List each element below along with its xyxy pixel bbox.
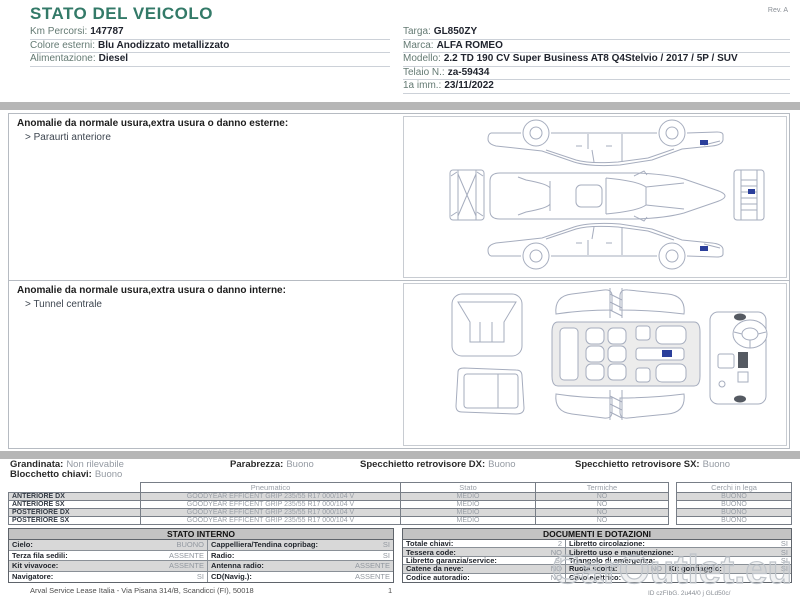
exterior-diagram-cell (401, 114, 789, 280)
stato-interno-title: STATO INTERNO (9, 529, 393, 540)
exterior-section: Anomalie da normale usura,extra usura o … (9, 114, 789, 281)
info-row-modello: Modello: 2.2 TD 190 CV Super Business AT8… (403, 53, 790, 67)
damage-marker-center-tunnel (662, 350, 672, 357)
tires-section: Pneumatico Stato Termiche ANTERIORE DX G… (8, 482, 792, 526)
caroutlet-watermark: CarOutlet.eu (551, 547, 793, 592)
info-row-targa: Targa: GL850ZY (403, 26, 790, 40)
table-row: Cielo: BUONO Cappelliera/Tendina copribag… (9, 540, 393, 551)
cabin-floorplan (551, 288, 701, 420)
tire-col-termiche: Termiche (535, 482, 669, 493)
table-row: Totale chiavi: 2 Libretto circolazione: SI (403, 540, 791, 549)
info-row-km: Km Percorsi: 147787 (30, 26, 390, 40)
page-title: STATO DEL VEICOLO (30, 4, 213, 23)
condition-summary: Grandinata: Non rilevabile Parabrezza: Buo… (10, 459, 790, 481)
condition-specchietto-dx: Specchietto retrovisore DX: Buono (360, 459, 516, 470)
tire-row: ANTERIORE SX GOODYEAR EFFICENT GRIP 235/… (8, 500, 669, 509)
revision-label: Rev. A (767, 7, 788, 14)
rear-hatch-view (455, 367, 525, 415)
table-row: Libretto garanzia/service: SI Triangolo d… (403, 556, 791, 566)
condition-grandinata: Grandinata: Non rilevabile (10, 459, 124, 470)
table-row: Terza fila sedili: ASSENTE Radio: SI (9, 550, 393, 561)
condition-blocchetto-chiavi: Blocchetto chiavi: Buono (10, 469, 123, 480)
condition-parabrezza: Parabrezza: Buono (230, 459, 314, 470)
interior-anomaly-item: > Tunnel centrale (25, 299, 102, 310)
documenti-dotazioni-table: DOCUMENTI E DOTAZIONI Totale chiavi: 2 Li… (402, 528, 792, 583)
document-id: ID czFIbG. 2u44/0 j GLd50c/ (648, 590, 731, 597)
exterior-car-diagram (449, 119, 765, 270)
interior-diagram-cell (401, 281, 789, 448)
stato-interno-table: STATO INTERNO Cielo: BUONO Cappelliera/Te… (8, 528, 394, 583)
anomalies-box: Anomalie da normale usura,extra usura o … (8, 113, 790, 449)
table-row: Codice autoradio: NO Cavo elettrico: (403, 573, 791, 582)
divider-band-bottom (0, 451, 800, 459)
condition-specchietto-sx: Specchietto retrovisore SX: Buono (575, 459, 731, 470)
vehicle-info-right: Targa: GL850ZY Marca: ALFA ROMEO Modello: 2… (403, 26, 790, 94)
tire-row: ANTERIORE DX GOODYEAR EFFICENT GRIP 235/… (8, 492, 669, 501)
table-row: Tessera code: NO Libretto uso e manutenzi… (403, 548, 791, 557)
car-plan-view (489, 170, 726, 222)
tire-row: POSTERIORE SX GOODYEAR EFFICENT GRIP 235… (8, 516, 669, 525)
car-side-view-top (487, 119, 724, 167)
table-row: Navigatore: SI CD(Navig.): ASSENTE (9, 571, 393, 582)
interior-section: Anomalie da normale usura,extra usura o … (9, 281, 789, 448)
footer-page-number: 1 (388, 586, 393, 595)
car-front-view (733, 169, 765, 221)
car-side-view-bottom (487, 222, 724, 270)
table-row: Kit vivavoce: ASSENTE Antenna radio: ASSEN… (9, 561, 393, 572)
table-row: Catene da neve: NO Ruota scorta: NO Kit go… (403, 565, 791, 574)
dashboard-view (709, 311, 768, 405)
info-row-telaio: Telaio N.: za-59434 (403, 67, 790, 80)
trunk-view (451, 293, 523, 357)
exterior-heading: Anomalie da normale usura,extra usura o … (17, 118, 289, 129)
info-row-alimentazione: Alimentazione: Diesel (30, 53, 390, 67)
footer-address: Arval Service Lease Italia - Via Pisana … (30, 586, 254, 595)
info-row-marca: Marca: ALFA ROMEO (403, 40, 790, 53)
info-row-immatricolazione: 1a imm.: 23/11/2022 (403, 80, 790, 94)
interior-heading: Anomalie da normale usura,extra usura o … (17, 285, 286, 296)
exterior-diagram-box (403, 116, 787, 278)
tire-col-cerchi: Cerchi in lega (676, 482, 792, 493)
documenti-title: DOCUMENTI E DOTAZIONI (403, 529, 791, 540)
interior-anomalies-text: Anomalie da normale usura,extra usura o … (9, 281, 401, 448)
car-rear-view (449, 169, 485, 221)
tire-row: POSTERIORE DX GOODYEAR EFFICENT GRIP 235… (8, 508, 669, 517)
tire-header-row: Pneumatico Stato Termiche (9, 482, 669, 493)
tire-col-pneumatico: Pneumatico (140, 482, 401, 493)
damage-marker-front-bumper-top (700, 140, 708, 145)
interior-car-diagram (451, 288, 768, 420)
alloy-wheels-table: Cerchi in lega BUONO BUONO BUONO BUONO (676, 482, 792, 525)
exterior-anomalies-text: Anomalie da normale usura,extra usura o … (9, 114, 401, 280)
info-row-colore: Colore esterni: Blu Anodizzato metallizza… (30, 40, 390, 53)
vehicle-info-left: Km Percorsi: 147787 Colore esterni: Blu An… (30, 26, 390, 67)
cerchi-header-row: Cerchi in lega (676, 482, 792, 493)
damage-marker-front-view (748, 189, 755, 194)
divider-band-top (0, 102, 800, 110)
bottom-tables: STATO INTERNO Cielo: BUONO Cappelliera/Te… (8, 528, 792, 583)
tire-col-stato: Stato (400, 482, 536, 493)
interior-diagram-box (403, 283, 787, 446)
damage-marker-front-bumper-bottom (700, 246, 708, 251)
exterior-anomaly-item: > Paraurti anteriore (25, 132, 111, 143)
tire-table: Pneumatico Stato Termiche ANTERIORE DX G… (8, 482, 669, 525)
